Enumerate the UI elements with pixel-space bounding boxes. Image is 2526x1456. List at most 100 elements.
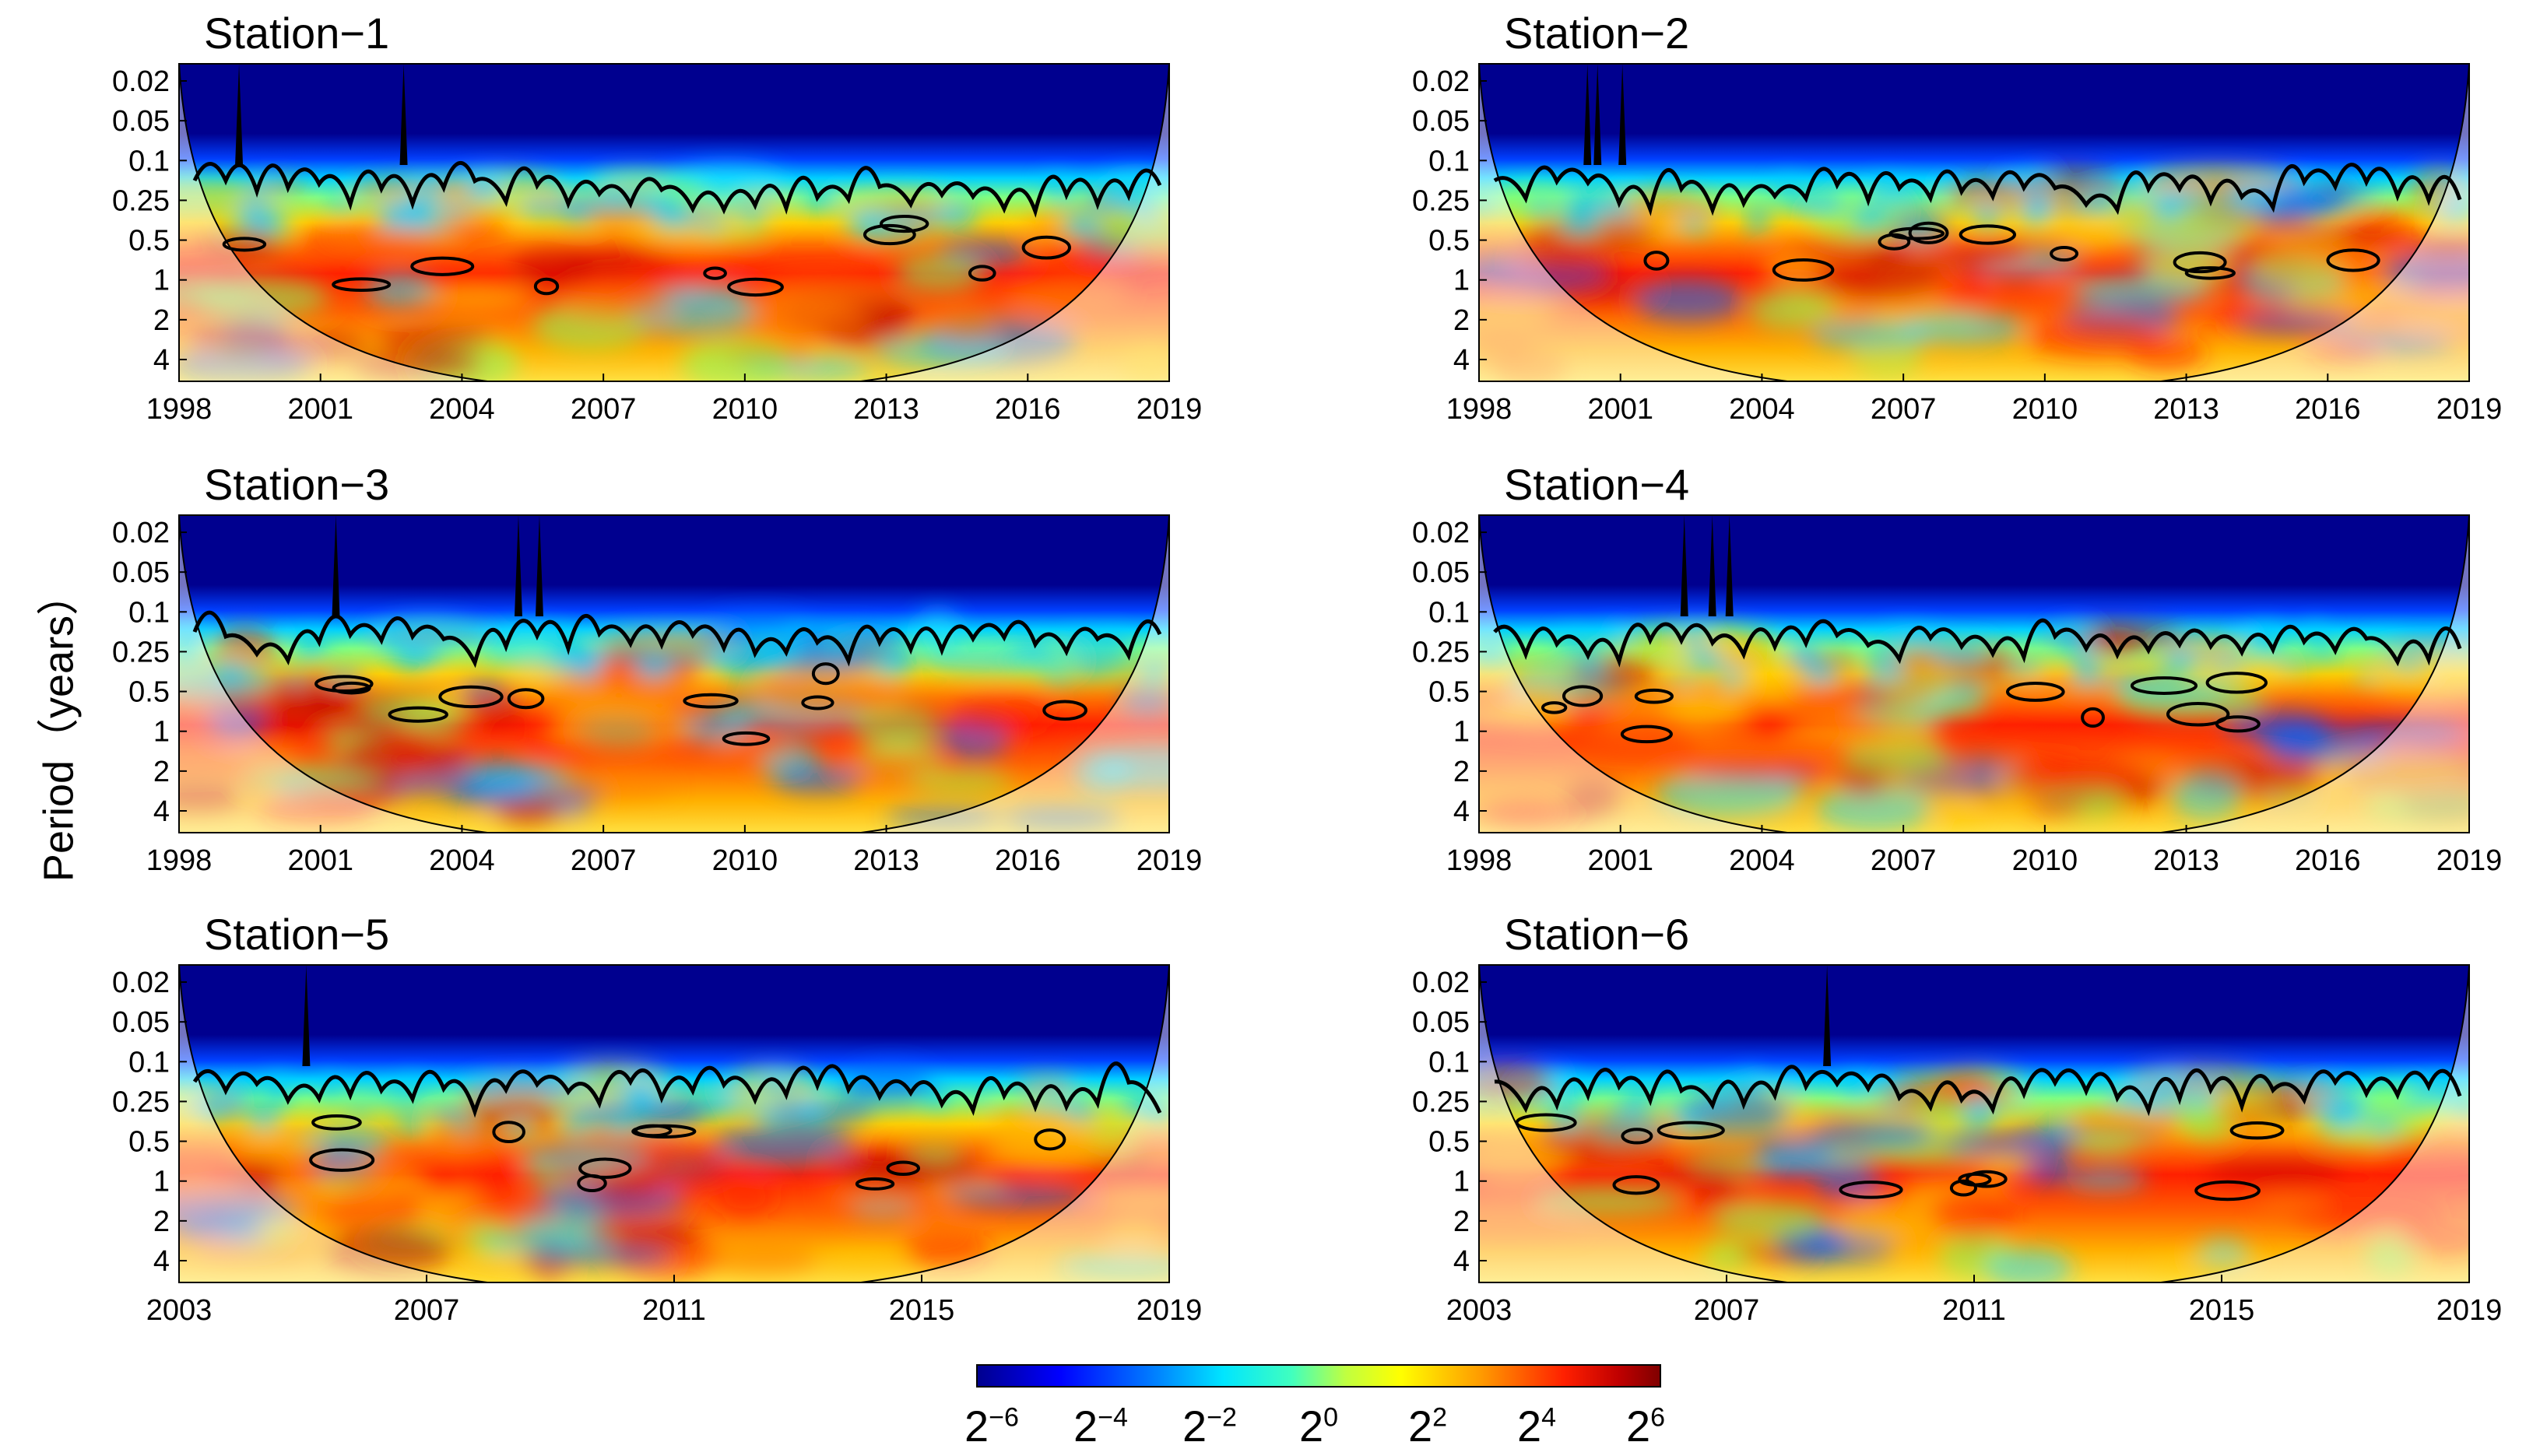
y-tick-label: 0.1 bbox=[128, 1046, 170, 1079]
y-tick-label: 0.02 bbox=[1412, 517, 1470, 549]
x-tick-label: 2013 bbox=[2153, 844, 2219, 877]
y-tick-label: 0.5 bbox=[1428, 676, 1470, 709]
x-tick-label: 2001 bbox=[1587, 393, 1653, 426]
x-tick-label: 2013 bbox=[853, 393, 919, 426]
plot-frame bbox=[178, 514, 1170, 833]
wavelet-plot-2: Station−2 0.02 0.05 0.1 0.25 0.5 1 2 4 1998 2001 20… bbox=[1412, 9, 2503, 426]
y-tick-label: 1 bbox=[153, 1166, 170, 1198]
panel-title: Station−2 bbox=[1504, 9, 1689, 58]
y-tick-label: 0.5 bbox=[128, 225, 170, 258]
significance-contours bbox=[192, 515, 1162, 746]
x-tick-label: 2019 bbox=[1137, 1294, 1203, 1327]
y-tick-label: 0.25 bbox=[112, 1086, 170, 1118]
x-tick-label: 1998 bbox=[1446, 844, 1512, 877]
x-tick-label: 2004 bbox=[429, 393, 495, 426]
wavelet-plot-6: Station−6 0.02 0.05 0.1 0.25 0.5 1 2 4 2003 2007 20… bbox=[1412, 910, 2502, 1327]
cone-of-influence-shade bbox=[1479, 965, 2469, 1282]
significance-contours bbox=[1494, 965, 2462, 1202]
heatmap-field bbox=[179, 515, 1169, 833]
y-tick-label: 0.02 bbox=[112, 967, 170, 999]
x-tick-label: 2016 bbox=[2295, 393, 2361, 426]
colorbar bbox=[976, 1364, 1661, 1388]
x-tick-label: 2016 bbox=[995, 393, 1061, 426]
panel-title: Station−5 bbox=[204, 910, 389, 959]
x-tick-label: 2010 bbox=[2012, 844, 2078, 877]
heatmap-texture bbox=[1479, 166, 2469, 381]
x-tick-label: 2015 bbox=[2189, 1294, 2255, 1327]
y-tick-label: 0.25 bbox=[1412, 1086, 1470, 1118]
x-tick-label: 2007 bbox=[1871, 844, 1937, 877]
colorbar-tick-label: 20 bbox=[1298, 1402, 1339, 1451]
x-tick-label: 2007 bbox=[1694, 1294, 1760, 1327]
plot-frame bbox=[178, 63, 1170, 382]
x-tick-label: 2007 bbox=[571, 844, 637, 877]
cone-of-influence-shade bbox=[1479, 64, 2469, 381]
y-tick-label: 0.05 bbox=[112, 1006, 170, 1039]
y-tick-label: 2 bbox=[1453, 304, 1470, 337]
colorbar-tick-label: 22 bbox=[1407, 1402, 1448, 1451]
heatmap-texture bbox=[1479, 621, 2469, 831]
y-tick-label: 0.05 bbox=[1412, 1006, 1470, 1039]
y-tick-label: 0.02 bbox=[1412, 967, 1470, 999]
y-tick-label: 0.5 bbox=[1428, 1126, 1470, 1159]
y-tick-label: 4 bbox=[1453, 795, 1470, 828]
x-tick-label: 2016 bbox=[2295, 844, 2361, 877]
colorbar-gradient bbox=[976, 1364, 1661, 1388]
y-tick-label: 1 bbox=[1453, 716, 1470, 749]
heatmap-field bbox=[1479, 965, 2469, 1282]
x-tick-label: 2001 bbox=[287, 844, 353, 877]
x-tick-label: 2010 bbox=[712, 844, 778, 877]
x-tick-label: 1998 bbox=[146, 844, 213, 877]
x-tick-label: 2019 bbox=[2436, 393, 2503, 426]
y-tick-label: 0.05 bbox=[112, 105, 170, 138]
panel-title: Station−4 bbox=[1504, 460, 1689, 509]
x-tick-label: 1998 bbox=[1446, 393, 1512, 426]
x-tick-label: 2011 bbox=[1942, 1294, 2006, 1327]
y-tick-label: 1 bbox=[1453, 265, 1470, 297]
y-tick-label: 0.05 bbox=[1412, 105, 1470, 138]
x-tick-label: 2010 bbox=[2012, 393, 2078, 426]
plot-frame bbox=[1478, 514, 2470, 833]
y-tick-label: 0.5 bbox=[1428, 225, 1470, 258]
cone-of-influence-line bbox=[1479, 965, 2469, 1282]
y-tick-label: 4 bbox=[153, 344, 170, 377]
x-tick-label: 1998 bbox=[146, 393, 213, 426]
x-tick-label: 2015 bbox=[889, 1294, 955, 1327]
colorbar-tick-label: 2−4 bbox=[1073, 1402, 1128, 1451]
y-tick-label: 4 bbox=[1453, 344, 1470, 377]
y-tick-label: 0.1 bbox=[1428, 1046, 1470, 1079]
y-tick-label: 0.5 bbox=[128, 676, 170, 709]
y-tick-label: 1 bbox=[153, 716, 170, 749]
x-tick-label: 2013 bbox=[853, 844, 919, 877]
y-tick-label: 0.05 bbox=[112, 556, 170, 589]
x-tick-label: 2004 bbox=[1729, 393, 1795, 426]
colorbar-tick-label: 2−2 bbox=[1182, 1402, 1237, 1451]
x-tick-label: 2003 bbox=[1446, 1294, 1512, 1327]
y-tick-label: 2 bbox=[1453, 756, 1470, 788]
significance-contours bbox=[192, 64, 1162, 297]
y-tick-label: 0.05 bbox=[1412, 556, 1470, 589]
x-tick-label: 2007 bbox=[394, 1294, 460, 1327]
x-tick-label: 2007 bbox=[571, 393, 637, 426]
heatmap-texture bbox=[179, 1061, 1169, 1279]
significance-contours bbox=[1493, 64, 2462, 282]
y-tick-label: 4 bbox=[1453, 1245, 1470, 1278]
x-tick-label: 2004 bbox=[429, 844, 495, 877]
panel-title: Station−6 bbox=[1504, 910, 1689, 959]
x-tick-label: 2001 bbox=[287, 393, 353, 426]
cone-of-influence-line bbox=[1479, 64, 2469, 381]
heatmap-field bbox=[1479, 515, 2469, 833]
x-tick-label: 2011 bbox=[642, 1294, 706, 1327]
y-tick-label: 4 bbox=[153, 795, 170, 828]
y-tick-label: 2 bbox=[1453, 1205, 1470, 1238]
cone-of-influence-line bbox=[179, 515, 1169, 833]
x-tick-label: 2019 bbox=[2436, 844, 2503, 877]
wavelet-plot-3: Station−3 0.02 0.05 0.1 0.25 0.5 1 2 4 1998 2001 20… bbox=[112, 460, 1202, 877]
cone-of-influence-line bbox=[179, 64, 1169, 381]
y-tick-label: 0.02 bbox=[112, 65, 170, 98]
x-tick-label: 2001 bbox=[1587, 844, 1653, 877]
y-tick-label: 0.1 bbox=[128, 596, 170, 629]
y-tick-label: 0.02 bbox=[1412, 65, 1470, 98]
y-tick-label: 0.1 bbox=[128, 145, 170, 177]
